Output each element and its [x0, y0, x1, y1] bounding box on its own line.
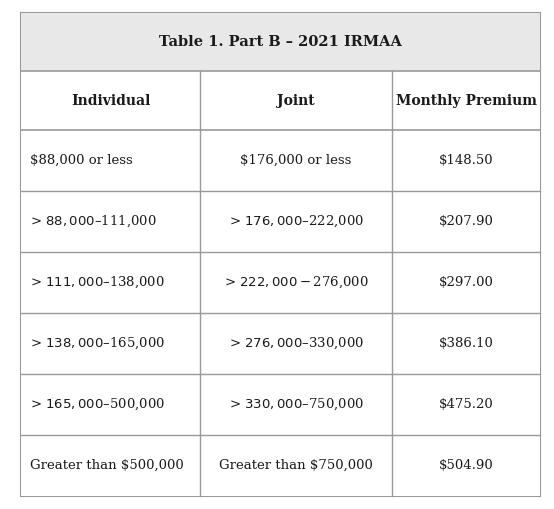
Text: Monthly Premium: Monthly Premium — [396, 94, 537, 107]
Bar — [21, 313, 540, 374]
Text: $88,000 or less: $88,000 or less — [30, 154, 133, 167]
Bar — [21, 130, 540, 191]
Text: Greater than $750,000: Greater than $750,000 — [219, 459, 373, 472]
Text: Individual: Individual — [71, 94, 150, 107]
Text: Table 1. Part B – 2021 IRMAA: Table 1. Part B – 2021 IRMAA — [159, 35, 402, 49]
Text: > $176,000 – $222,000: > $176,000 – $222,000 — [229, 214, 364, 229]
Bar — [21, 374, 540, 435]
Text: > $330,000 – $750,000: > $330,000 – $750,000 — [229, 397, 364, 412]
Text: Joint: Joint — [278, 94, 315, 107]
Text: Greater than $500,000: Greater than $500,000 — [30, 459, 184, 472]
Text: > $88,000 – $111,000: > $88,000 – $111,000 — [30, 214, 157, 229]
Text: $386.10: $386.10 — [439, 337, 494, 350]
Bar — [21, 13, 540, 71]
Text: $176,000 or less: $176,000 or less — [240, 154, 352, 167]
Bar — [21, 191, 540, 252]
Text: > $138,000 – $165,000: > $138,000 – $165,000 — [30, 336, 166, 351]
Bar — [21, 435, 540, 496]
Text: $148.50: $148.50 — [439, 154, 494, 167]
Text: > $165,000 – $500,000: > $165,000 – $500,000 — [30, 397, 166, 412]
Text: > $222,000 -$276,000: > $222,000 -$276,000 — [224, 275, 368, 290]
Text: $297.00: $297.00 — [439, 276, 494, 289]
Text: > $111,000 – $138,000: > $111,000 – $138,000 — [30, 275, 165, 290]
Text: $475.20: $475.20 — [439, 398, 494, 411]
Bar — [21, 252, 540, 313]
Bar — [21, 71, 540, 130]
Text: > $276,000 – $330,000: > $276,000 – $330,000 — [229, 336, 364, 351]
Text: $504.90: $504.90 — [439, 459, 494, 472]
Text: $207.90: $207.90 — [439, 215, 494, 228]
